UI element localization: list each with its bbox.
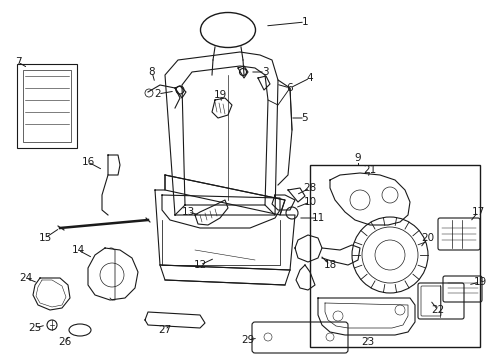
- Text: 5: 5: [301, 113, 307, 123]
- Text: 22: 22: [430, 305, 444, 315]
- Text: 8: 8: [148, 67, 155, 77]
- Text: 26: 26: [58, 337, 71, 347]
- Text: 15: 15: [38, 233, 52, 243]
- Text: 10: 10: [303, 197, 316, 207]
- Text: 25: 25: [28, 323, 41, 333]
- Text: 27: 27: [158, 325, 171, 335]
- Text: 19: 19: [472, 277, 486, 287]
- Text: 7: 7: [15, 57, 21, 67]
- Text: 17: 17: [470, 207, 484, 217]
- Text: 12: 12: [193, 260, 206, 270]
- Text: 1: 1: [301, 17, 307, 27]
- Text: 20: 20: [421, 233, 434, 243]
- Text: 18: 18: [323, 260, 336, 270]
- Text: 19: 19: [213, 90, 226, 100]
- Text: 16: 16: [81, 157, 95, 167]
- Text: 13: 13: [181, 207, 194, 217]
- Text: 21: 21: [363, 165, 376, 175]
- Text: 14: 14: [71, 245, 84, 255]
- Text: 28: 28: [303, 183, 316, 193]
- Bar: [309, 165, 479, 347]
- Text: 2: 2: [154, 89, 161, 99]
- Text: 3: 3: [261, 67, 268, 77]
- Text: 9: 9: [354, 153, 361, 163]
- Text: 4: 4: [306, 73, 313, 83]
- Text: 29: 29: [241, 335, 254, 345]
- Text: 23: 23: [361, 337, 374, 347]
- Text: 6: 6: [286, 83, 293, 93]
- Text: 11: 11: [311, 213, 324, 223]
- Text: 24: 24: [20, 273, 33, 283]
